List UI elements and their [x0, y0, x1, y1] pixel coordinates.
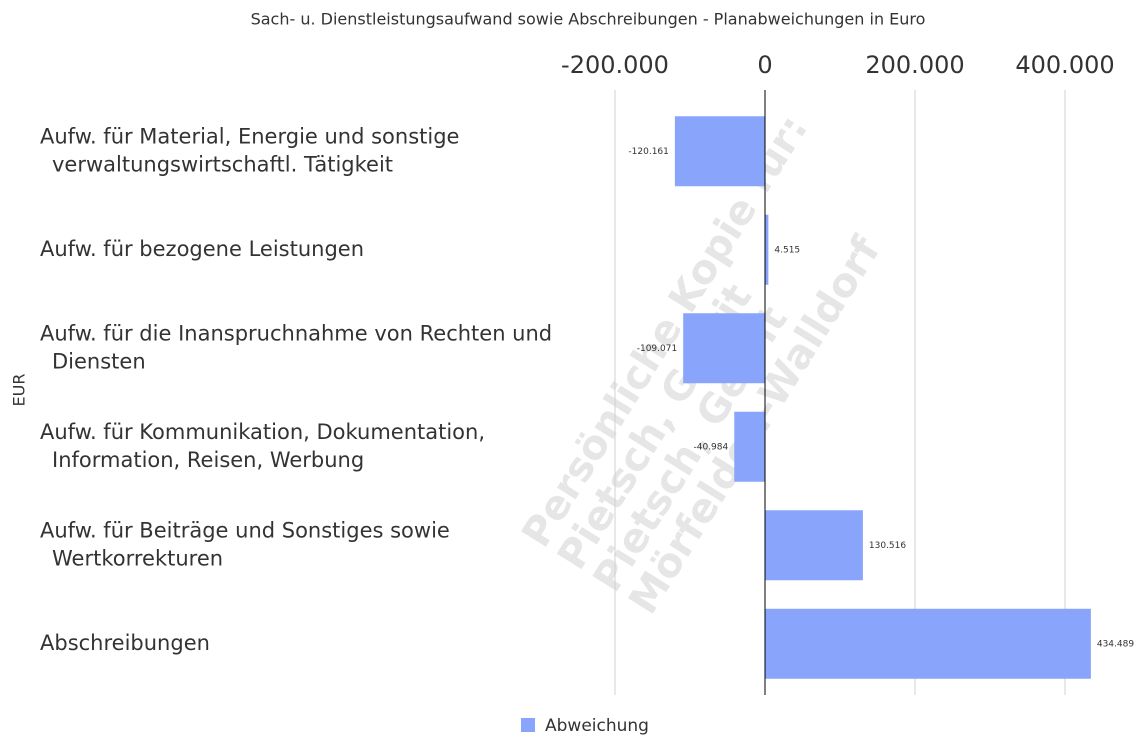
x-tick-label: 0: [757, 51, 772, 79]
x-tick-label: 400.000: [1015, 51, 1114, 79]
data-label: 434.489: [1097, 639, 1134, 649]
bar: [765, 608, 1091, 679]
y-tick-label: Aufw. für Kommunikation, Dokumentation, I…: [40, 420, 485, 472]
chart-title: Sach- u. Dienstleistungsaufwand sowie Ab…: [251, 10, 926, 29]
x-tick-label: 200.000: [865, 51, 964, 79]
y-tick-label: Aufw. für die Inanspruchnahme von Rechte…: [40, 321, 552, 373]
legend-label: Abweichung: [545, 716, 649, 736]
data-label: -120.161: [628, 147, 668, 157]
data-label: 130.516: [869, 541, 906, 551]
data-label: 4.515: [774, 245, 800, 255]
y-tick-label: Abschreibungen: [40, 631, 210, 655]
legend-swatch: [521, 718, 535, 732]
y-tick-label: Aufw. für bezogene Leistungen: [40, 237, 364, 261]
y-tick-label: Aufw. für Material, Energie und sonstige…: [40, 124, 459, 176]
bar: [683, 313, 765, 384]
bar: [674, 116, 765, 187]
y-tick-label: Aufw. für Beiträge und Sonstiges sowie We…: [40, 518, 450, 570]
x-tick-label: -200.000: [561, 51, 669, 79]
bar: [765, 214, 769, 285]
data-label: -40.984: [694, 442, 729, 452]
y-axis-label: EUR: [10, 374, 29, 407]
bar: [765, 510, 863, 581]
bar: [734, 411, 765, 482]
data-label: -109.071: [637, 344, 677, 354]
